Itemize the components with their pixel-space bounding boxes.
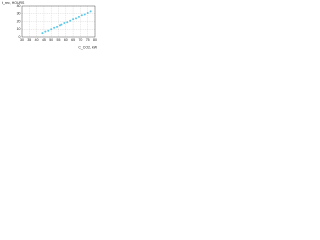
point: [77, 15, 80, 18]
point: [69, 19, 72, 22]
plot-frame: [21, 5, 96, 38]
point: [80, 14, 83, 17]
point: [56, 25, 59, 28]
point: [72, 18, 75, 21]
y-axis-label: t_rec, HOURS: [2, 1, 25, 5]
point: [44, 30, 47, 33]
x-tick-label: 30: [20, 38, 24, 42]
point: [86, 11, 89, 14]
x-tick-label: 40: [35, 38, 39, 42]
point: [75, 17, 78, 20]
point: [47, 29, 50, 32]
x-tick-label: 45: [42, 38, 46, 42]
point: [89, 10, 92, 13]
x-tick-label: 80: [93, 38, 97, 42]
x-tick-label: 75: [86, 38, 90, 42]
point: [50, 28, 53, 31]
point: [63, 22, 66, 25]
y-tick-label: 10: [17, 27, 21, 31]
point: [60, 23, 63, 26]
x-tick-label: 60: [64, 38, 68, 42]
point: [83, 13, 86, 16]
x-axis-label: C_CO2, kW: [78, 45, 97, 49]
y-tick-label: 30: [17, 12, 21, 16]
y-tick-label: 40: [17, 4, 21, 8]
x-tick-label: 70: [78, 38, 82, 42]
point: [53, 26, 56, 29]
point: [66, 21, 69, 24]
x-tick-label: 55: [57, 38, 61, 42]
x-tick-label: 50: [49, 38, 53, 42]
x-tick-label: 35: [27, 38, 31, 42]
y-tick-label: 0: [19, 35, 21, 39]
x-tick-label: 65: [71, 38, 75, 42]
point: [41, 32, 44, 35]
y-tick-label: 20: [17, 19, 21, 23]
